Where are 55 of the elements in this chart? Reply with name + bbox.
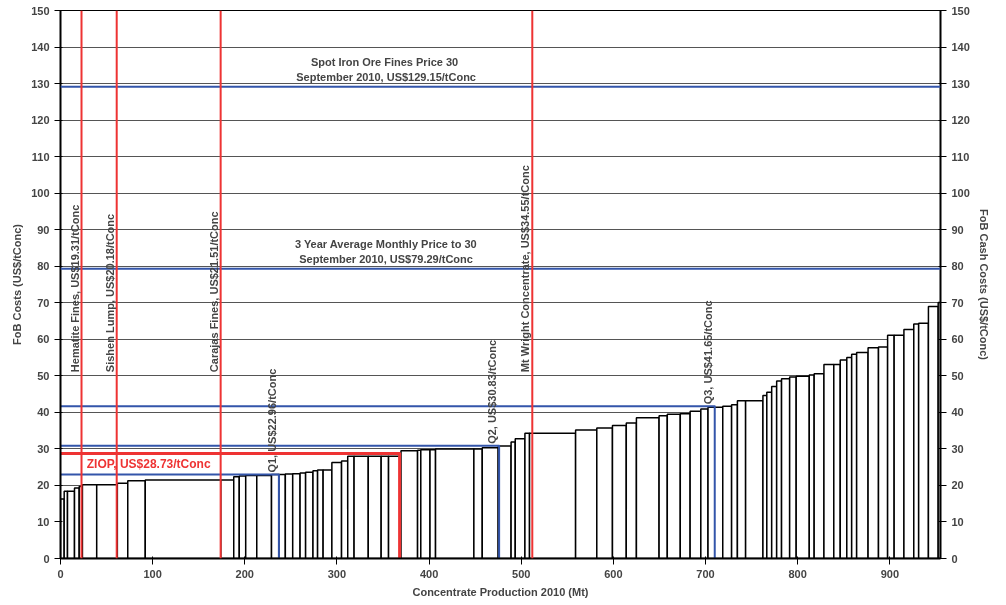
y2-tick-label: 40 <box>951 406 964 419</box>
y2-tick-label: 150 <box>951 4 970 17</box>
x-tick-label: 600 <box>604 567 623 580</box>
y-tick-label: 30 <box>37 442 50 455</box>
y-tick-label: 140 <box>31 41 50 54</box>
y2-tick-label: 0 <box>951 552 958 565</box>
y2-axis-title: FoB Cash Costs (US$/tConc) <box>977 209 990 361</box>
y2-tick-label: 10 <box>951 515 964 528</box>
x-tick-label: 300 <box>327 567 347 580</box>
y2-tick-label: 70 <box>951 296 964 309</box>
ref-line-label: Mt Wright Concentrate, US$34.55/tConc <box>519 165 532 373</box>
y2-tick-label: 80 <box>951 260 964 273</box>
x-tick-label: 400 <box>419 567 439 580</box>
y2-tick-label: 50 <box>951 369 964 382</box>
y-tick-label: 0 <box>43 552 50 565</box>
y2-tick-label: 60 <box>951 333 964 346</box>
y-axis-title: FoB Costs (US$/tConc) <box>11 223 24 345</box>
y-tick-label: 60 <box>37 333 50 346</box>
y2-tick-label: 100 <box>951 187 970 200</box>
ref-line-label: Sishen Lump, US$20.18/tConc <box>103 213 116 373</box>
y2-tick-label: 30 <box>951 442 964 455</box>
y2-tick-label: 130 <box>951 77 970 90</box>
x-tick-label: 700 <box>696 567 715 580</box>
y-tick-label: 50 <box>37 369 50 382</box>
x-tick-label: 800 <box>788 567 807 580</box>
y-tick-label: 130 <box>31 77 50 90</box>
y-tick-label: 120 <box>31 114 50 127</box>
x-tick-label: 900 <box>880 567 899 580</box>
y-tick-label: 20 <box>37 479 50 492</box>
y-tick-label: 70 <box>37 296 50 309</box>
x-tick-label: 200 <box>235 567 254 580</box>
y2-tick-label: 110 <box>951 150 970 163</box>
y2-tick-label: 140 <box>951 41 970 54</box>
y-tick-label: 110 <box>31 150 50 163</box>
x-tick-label: 0 <box>57 567 64 580</box>
text: Q2, US$30.83/tConc <box>486 339 499 444</box>
x-axis-title: Concentrate Production 2010 (Mt) <box>412 585 589 598</box>
y-tick-label: 80 <box>37 260 50 273</box>
y-tick-label: 150 <box>31 4 50 17</box>
x-tick-label: 500 <box>512 567 531 580</box>
text: Q1, US$22.96/tConc <box>265 368 278 473</box>
series-label: ZIOP, US$28.73/tConc <box>86 456 211 471</box>
y2-tick-label: 20 <box>951 479 964 492</box>
y-tick-label: 40 <box>37 406 50 419</box>
y-tick-label: 90 <box>37 223 50 236</box>
y-tick-label: 10 <box>37 515 50 528</box>
ref-line-label: Carajas Fines, US$21.51/tConc <box>207 211 220 373</box>
y-tick-label: 100 <box>31 187 50 200</box>
y2-tick-label: 90 <box>951 223 964 236</box>
ref-line-label: Hematite Fines, US$19.31/tConc <box>68 204 81 373</box>
text: Q3, US$41.65/tConc <box>701 300 714 405</box>
x-tick-label: 100 <box>143 567 162 580</box>
y2-tick-label: 120 <box>951 114 970 127</box>
ref-line-label: Spot Iron Ore Fines Price 30 September 2010, US$129.15/tConc <box>296 56 476 83</box>
ref-line-label: 3 Year Average Monthly Price to 30 September 2010, US$79.29/tConc <box>294 238 477 265</box>
